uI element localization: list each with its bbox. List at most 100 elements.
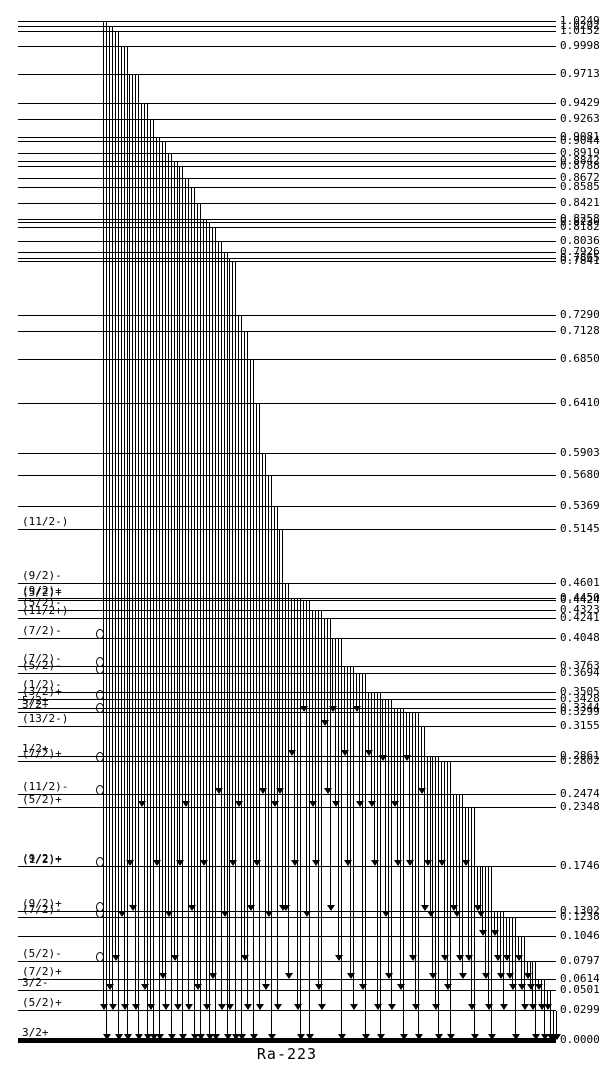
gamma-arrow [300, 599, 301, 1039]
level-energy-label: 0.3505 [560, 685, 600, 698]
gamma-arrow [324, 619, 325, 725]
level-line [18, 453, 556, 454]
gamma-arrow [485, 867, 486, 978]
level-energy-label: 0.4241 [560, 611, 600, 624]
gamma-arrowhead [403, 755, 411, 761]
gamma-arrow [241, 316, 242, 1039]
level-spin-label: (9/2)+ [22, 584, 62, 597]
level-line [18, 161, 556, 162]
gamma-arrow [274, 507, 275, 806]
gamma-arrowhead [521, 1004, 529, 1010]
level-line [18, 699, 556, 700]
gamma-arrowhead [150, 1034, 158, 1040]
gamma-arrow [303, 601, 304, 711]
level-line [18, 219, 556, 220]
gamma-arrowhead [212, 1034, 220, 1040]
gamma-arrowhead [129, 905, 137, 911]
gamma-arrow [459, 795, 460, 960]
gamma-arrowhead [427, 911, 435, 917]
level-energy-label: 0.1046 [560, 929, 600, 942]
level-line [18, 26, 556, 27]
gamma-arrow [227, 253, 228, 1039]
gamma-arrowhead [538, 1004, 546, 1010]
gamma-arrow [121, 47, 122, 916]
level-line [18, 178, 556, 179]
level-spin-label: (5/2)+ [22, 793, 62, 806]
gamma-arrow [212, 228, 213, 978]
gamma-arrow [515, 918, 516, 1039]
level-line [18, 708, 556, 709]
gamma-arrow [312, 611, 313, 806]
gamma-arrow [380, 693, 381, 1039]
level-energy-label: 0.9081 [560, 130, 600, 143]
gamma-arrow [282, 530, 283, 910]
gamma-arrow [550, 991, 551, 1039]
level-line [18, 583, 556, 584]
gamma-arrow [330, 619, 331, 910]
level-line [18, 166, 556, 167]
gamma-arrow [103, 22, 104, 1009]
gamma-arrow [347, 667, 348, 865]
gamma-arrowhead [324, 788, 332, 794]
gamma-arrowhead [544, 1004, 552, 1010]
gamma-arrow [138, 75, 139, 1039]
gamma-arrowhead [300, 706, 308, 712]
gamma-arrowhead [450, 905, 458, 911]
gamma-arrowhead [359, 984, 367, 990]
gamma-arrow [297, 599, 298, 1009]
gamma-arrow [371, 693, 372, 806]
level-energy-label: 0.3763 [560, 659, 600, 672]
level-energy-label: 0.8421 [560, 196, 600, 209]
gamma-arrow [482, 867, 483, 935]
gamma-arrow [209, 223, 210, 1039]
gamma-arrowhead [494, 955, 502, 961]
gamma-arrowhead [191, 1034, 199, 1040]
level-line [18, 529, 556, 530]
gamma-arrowhead [271, 801, 279, 807]
level-line [18, 31, 556, 32]
level-line [18, 21, 556, 22]
gamma-arrow [374, 693, 375, 865]
gamma-arrow [418, 713, 419, 1039]
gamma-arrow [435, 757, 436, 1009]
level-line [18, 475, 556, 476]
gamma-arrowhead [379, 755, 387, 761]
level-line [18, 600, 556, 601]
level-energy-label: 0.7128 [560, 324, 600, 337]
level-line [18, 866, 556, 867]
gamma-arrow [468, 808, 469, 960]
gamma-arrow [400, 709, 401, 989]
gamma-arrowhead [179, 1034, 187, 1040]
gamma-arrowhead [100, 1004, 108, 1010]
gamma-arrowhead [509, 984, 517, 990]
gamma-arrowhead [447, 1034, 455, 1040]
gamma-arrowhead [226, 1004, 234, 1010]
level-energy-label: 0.3428 [560, 692, 600, 705]
gamma-arrow [224, 253, 225, 916]
level-energy-label: 0.8585 [560, 180, 600, 193]
gamma-arrowhead [468, 1004, 476, 1010]
gamma-arrowhead [165, 911, 173, 917]
level-line [18, 917, 556, 918]
gamma-arrowhead [206, 1034, 214, 1040]
gamma-arrow [235, 262, 236, 1039]
gamma-arrow [465, 808, 466, 865]
gamma-arrowhead [485, 1004, 493, 1010]
level-line [18, 227, 556, 228]
gamma-arrow [306, 601, 307, 916]
level-energy-label: 0.4601 [560, 576, 600, 589]
level-energy-label: 0.5369 [560, 499, 600, 512]
level-spin-label: (7/2)- [22, 652, 62, 665]
gamma-arrowhead [456, 955, 464, 961]
level-energy-label: 0.9713 [560, 67, 600, 80]
gamma-arrowhead [341, 750, 349, 756]
level-line [18, 241, 556, 242]
gamma-arrow [412, 713, 413, 960]
gamma-arrow [247, 332, 248, 1009]
gamma-arrowhead [332, 801, 340, 807]
level-spin-label: (3/2)+ [22, 685, 62, 698]
gamma-arrow [415, 713, 416, 1009]
gamma-arrowhead [465, 955, 473, 961]
gamma-arrow [382, 700, 383, 760]
gamma-arrow [177, 162, 178, 1009]
